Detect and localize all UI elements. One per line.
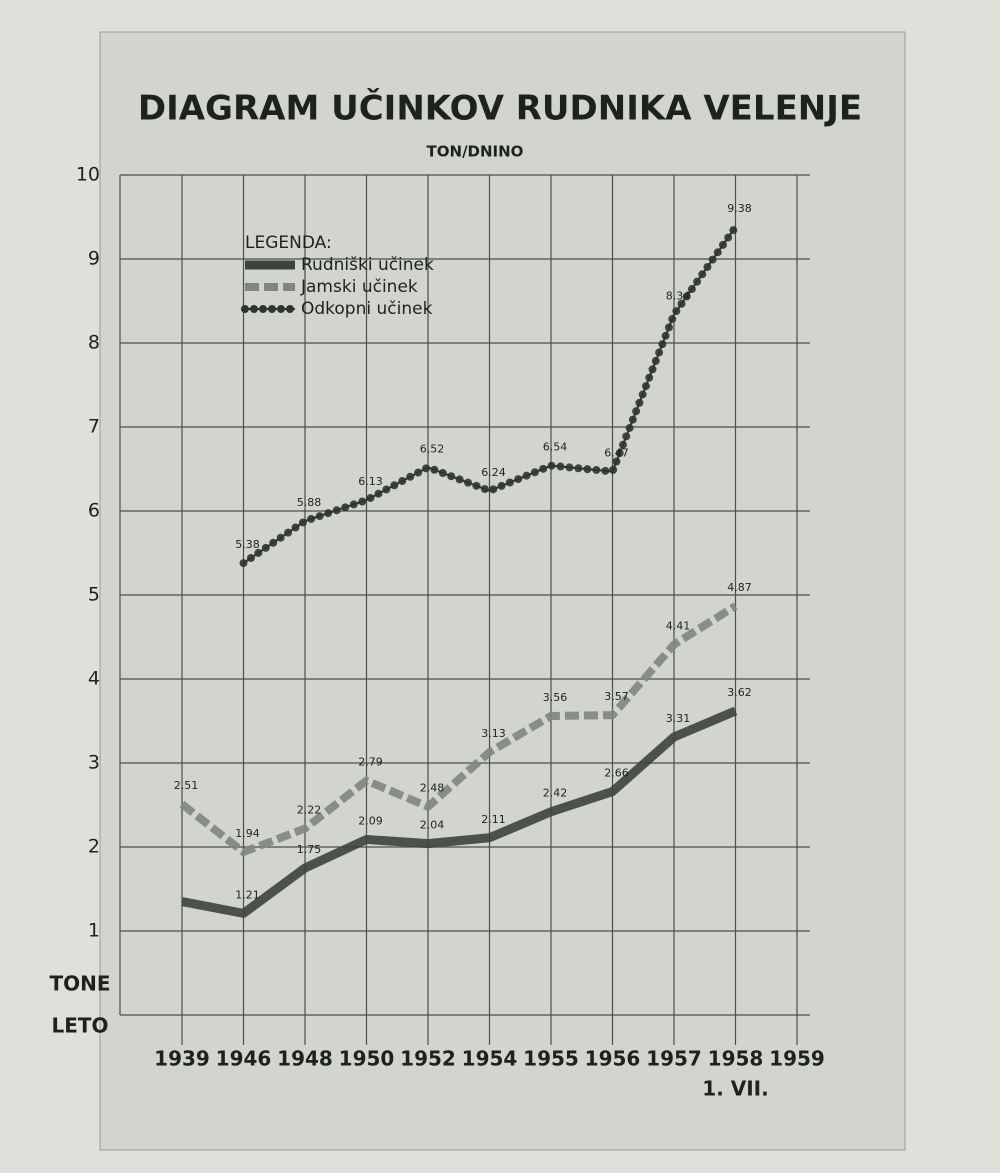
- value-label: 1.94: [235, 827, 260, 840]
- value-label: 3.62: [727, 686, 752, 699]
- value-label: 4.87: [727, 581, 752, 594]
- legend-label: Rudniški učinek: [301, 255, 434, 275]
- x-tick-label: 1956: [585, 1047, 641, 1071]
- value-label: 2.48: [420, 782, 445, 795]
- value-label: 2.51: [174, 779, 199, 792]
- value-label: 2.22: [297, 804, 322, 817]
- x-note: 1. VII.: [702, 1077, 768, 1101]
- y-tick-label: 2: [88, 836, 100, 858]
- x-tick-label: 1958: [708, 1047, 764, 1071]
- x-tick-label: 1954: [462, 1047, 518, 1071]
- value-label: 6.52: [420, 442, 445, 455]
- y-axis-label: TONE: [49, 972, 110, 996]
- value-label: 6.54: [543, 441, 568, 454]
- series-line: [179, 602, 738, 857]
- series-line: [239, 223, 740, 568]
- legend-title: LEGENDA:: [245, 233, 332, 253]
- y-tick-label: 6: [88, 500, 100, 522]
- value-label: 8.34: [666, 289, 691, 302]
- value-label: 3.31: [666, 712, 691, 725]
- subtitle: TON/DNINO: [427, 143, 524, 161]
- value-label: 3.56: [543, 691, 568, 704]
- value-label: 6.24: [481, 466, 506, 479]
- value-label: 2.04: [420, 819, 445, 832]
- y-tick-label: 4: [88, 668, 100, 690]
- x-tick-label: 1939: [154, 1047, 210, 1071]
- legend-label: Jamski učinek: [300, 277, 418, 297]
- value-label: 6.47: [604, 447, 629, 460]
- x-tick-label: 1957: [646, 1047, 702, 1071]
- value-label: 5.88: [297, 496, 322, 509]
- value-label: 2.42: [543, 787, 568, 800]
- chart-title: DIAGRAM UČINKOV RUDNIKA VELENJE: [138, 88, 862, 129]
- value-label: 2.09: [358, 814, 383, 827]
- y-tick-label: 5: [88, 584, 100, 606]
- x-tick-label: 1955: [523, 1047, 579, 1071]
- y-tick-label: 7: [88, 416, 100, 438]
- value-label: 4.41: [666, 620, 691, 633]
- value-label: 5.38: [235, 538, 260, 551]
- x-tick-label: 1959: [769, 1047, 825, 1071]
- x-tick-label: 1952: [400, 1047, 456, 1071]
- legend-label: Odkopni učinek: [301, 299, 433, 319]
- series-line: [181, 706, 738, 918]
- value-label: 3.57: [604, 690, 629, 703]
- y-tick-label: 9: [88, 248, 100, 270]
- board: [99, 31, 906, 1151]
- x-tick-label: 1946: [216, 1047, 272, 1071]
- y-tick-label: 10: [76, 164, 100, 186]
- value-label: 2.11: [481, 813, 506, 826]
- x-tick-label: 1950: [339, 1047, 395, 1071]
- y-tick-label: 3: [88, 752, 100, 774]
- value-label: 1.75: [297, 843, 322, 856]
- value-label: 6.13: [358, 475, 383, 488]
- x-axis-label: LETO: [51, 1014, 108, 1038]
- value-label: 1.21: [235, 888, 260, 901]
- y-tick-label: 1: [88, 920, 100, 942]
- value-label: 3.13: [481, 727, 506, 740]
- value-label: 2.66: [604, 767, 629, 780]
- x-tick-label: 1948: [277, 1047, 333, 1071]
- y-tick-label: 8: [88, 332, 100, 354]
- value-label: 9.38: [727, 202, 752, 215]
- value-label: 2.79: [358, 756, 383, 769]
